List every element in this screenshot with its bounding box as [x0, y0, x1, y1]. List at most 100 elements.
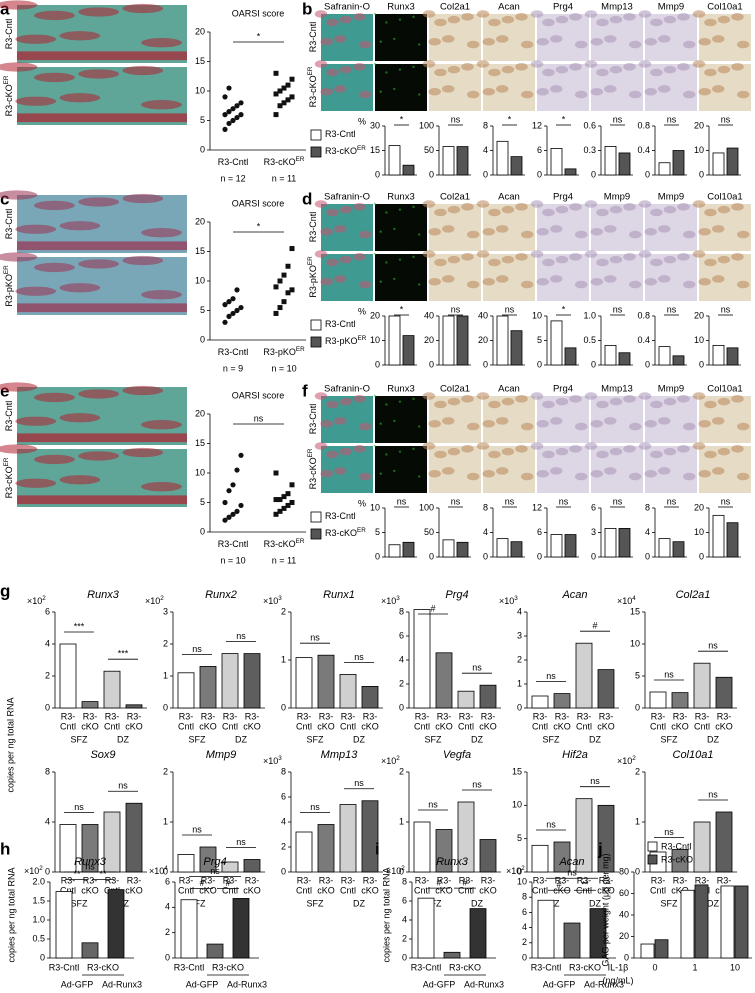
x-tick-label: R3- [555, 875, 570, 885]
legend-label-sup: ER [357, 145, 366, 152]
significance-label: ns [721, 304, 731, 314]
micrograph-detail [442, 35, 455, 43]
micrograph-detail [590, 37, 603, 46]
y-tick-label: 0 [163, 702, 168, 712]
panel-letter: c [0, 189, 9, 208]
micrograph-detail [663, 65, 677, 74]
y-tick-label: 0 [645, 359, 650, 369]
x-tick-label: R3- [599, 875, 614, 885]
bar [295, 831, 313, 873]
group-size: n = 12 [220, 173, 245, 183]
micrograph-detail [590, 87, 603, 96]
chart-title: Mmp13 [321, 749, 359, 761]
x-tick-label: R3-Cntl [218, 539, 249, 549]
bar [604, 344, 617, 366]
significance-label: ns [505, 304, 515, 314]
micrograph-detail [466, 472, 480, 481]
micrograph-detail [596, 68, 609, 77]
data-point [273, 91, 279, 97]
group-label: Ad-GFP [543, 979, 576, 989]
y-tick-label: 8 [522, 892, 527, 902]
micrograph-detail [59, 31, 101, 41]
data-point [230, 310, 236, 317]
x-tick-label: R3- [127, 875, 142, 885]
micrograph-detail [663, 255, 677, 264]
micrograph-detail [418, 425, 421, 428]
axis-multiplier: ×103 [263, 755, 282, 766]
significance-label: * [508, 114, 512, 124]
group-label: SFZ [307, 898, 325, 908]
x-tick-label: R3- [533, 711, 548, 721]
y-tick-label: 10 [370, 502, 380, 512]
data-point [230, 296, 236, 302]
bar [649, 691, 667, 709]
y-tick-label: 4 [402, 914, 407, 924]
micrograph-detail [717, 65, 731, 74]
micrograph-detail [0, 252, 38, 262]
micrograph-detail [520, 40, 534, 49]
legend-label: R3-pKOER [325, 335, 367, 346]
micrograph-detail [141, 100, 182, 110]
y-tick-label: 2 [163, 766, 168, 776]
x-tick-label: R3- [481, 875, 496, 885]
data-point [226, 85, 232, 91]
micrograph-detail [122, 255, 164, 266]
group-label: Ad-Runx3 [102, 979, 142, 989]
legend-label: R3-Cntl [661, 841, 692, 851]
legend-label: R3-Cntl [325, 319, 356, 329]
column-header: Mmp9 [658, 384, 684, 395]
significance-label: ns [74, 802, 84, 812]
x-tick-label: R3- [459, 711, 474, 721]
significance-label: ns [310, 802, 320, 812]
y-tick-label: 8 [402, 876, 407, 886]
x-tick-label: cKO [671, 721, 689, 731]
y-tick-label: 10 [517, 876, 527, 886]
significance-label: ns [118, 781, 128, 791]
micrograph-detail [78, 451, 119, 461]
significance-label: ns [210, 866, 220, 876]
legend-swatch [310, 129, 322, 141]
bar [388, 145, 401, 176]
axis-multiplier-main: ×10 [617, 756, 632, 766]
data-point [281, 494, 287, 500]
x-tick-label: R3- [83, 711, 98, 721]
micrograph-detail [34, 72, 75, 83]
bar [339, 804, 357, 873]
significance-label: ns [559, 496, 569, 506]
y-tick-label: 0 [517, 866, 522, 876]
micrograph-detail [501, 255, 515, 264]
axis-multiplier: ×102 [506, 865, 525, 876]
micrograph-detail [476, 392, 490, 400]
micrograph-detail [326, 450, 339, 459]
micrograph-detail [59, 93, 101, 103]
group-label: DZ [353, 898, 365, 908]
chart-title: OARSI score [232, 198, 285, 208]
y-tick-label: 0 [402, 952, 407, 962]
bar [672, 355, 685, 366]
micrograph-detail [623, 253, 636, 261]
y-tick-label: 0 [635, 702, 640, 712]
y-tick-label: 3 [517, 630, 522, 640]
y-tick-label: 6 [537, 527, 542, 537]
x-tick-label: R3- [341, 875, 356, 885]
micrograph-detail [320, 469, 333, 478]
legend-label-sup: ER [357, 527, 366, 534]
micrograph-detail [628, 230, 642, 239]
x-tick-label: Cntl [60, 721, 76, 731]
micrograph-detail [638, 60, 652, 68]
micrograph-detail [574, 230, 588, 239]
micrograph-detail [736, 280, 750, 289]
micrograph-detail [141, 228, 182, 238]
y-tick-label: 50 [424, 527, 434, 537]
data-point [289, 500, 295, 505]
micrograph-detail [604, 35, 617, 43]
row-label-sup: ER [3, 457, 10, 466]
bar [177, 672, 195, 709]
micrograph-detail [677, 203, 690, 211]
y-tick-label: 8 [399, 606, 404, 616]
micrograph-detail [398, 68, 402, 71]
row-label: R3-cKOER [3, 75, 14, 116]
y-tick-label: 0 [591, 169, 596, 179]
column-header: Runx3 [387, 2, 414, 13]
group-label: Ad-GFP [186, 979, 219, 989]
